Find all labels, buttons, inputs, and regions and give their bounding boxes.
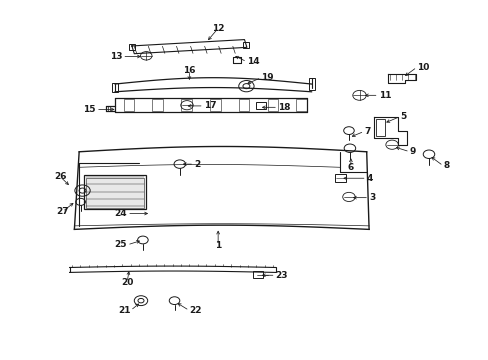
Bar [152, 99, 163, 111]
Bar [296, 99, 306, 111]
Text: 20: 20 [121, 278, 133, 287]
Text: 26: 26 [54, 172, 66, 181]
Bar [267, 99, 278, 111]
Bar [181, 99, 191, 111]
Bar [112, 83, 118, 92]
Text: 9: 9 [409, 147, 415, 156]
Text: 24: 24 [114, 209, 127, 218]
Text: 10: 10 [416, 63, 428, 72]
Text: 5: 5 [399, 112, 406, 121]
Bar [86, 177, 143, 207]
Bar [252, 271, 263, 278]
Text: 1: 1 [215, 241, 221, 250]
Text: 25: 25 [114, 240, 127, 249]
Bar [209, 99, 220, 111]
Bar [84, 175, 146, 209]
Bar [123, 99, 134, 111]
Text: 15: 15 [83, 105, 96, 114]
Text: 22: 22 [189, 306, 202, 315]
Bar [238, 99, 249, 111]
Text: 6: 6 [347, 163, 353, 172]
Text: 16: 16 [183, 66, 195, 75]
Text: 4: 4 [366, 174, 372, 183]
Text: 7: 7 [364, 127, 370, 136]
Bar [375, 119, 385, 136]
Text: 19: 19 [261, 73, 273, 82]
Text: 21: 21 [118, 306, 130, 315]
Text: 17: 17 [203, 102, 216, 111]
Text: 8: 8 [443, 161, 448, 170]
Text: 27: 27 [56, 207, 69, 216]
Bar [308, 78, 315, 90]
Text: 2: 2 [194, 159, 200, 168]
Bar [242, 42, 249, 48]
Bar [256, 102, 265, 109]
Bar [129, 44, 135, 50]
Text: 13: 13 [110, 52, 122, 61]
Text: 11: 11 [378, 91, 390, 100]
Text: 14: 14 [246, 57, 259, 66]
Text: 3: 3 [368, 193, 375, 202]
Text: 12: 12 [211, 24, 224, 33]
Bar [334, 174, 345, 182]
Text: 18: 18 [278, 103, 290, 112]
Text: 23: 23 [275, 271, 287, 280]
